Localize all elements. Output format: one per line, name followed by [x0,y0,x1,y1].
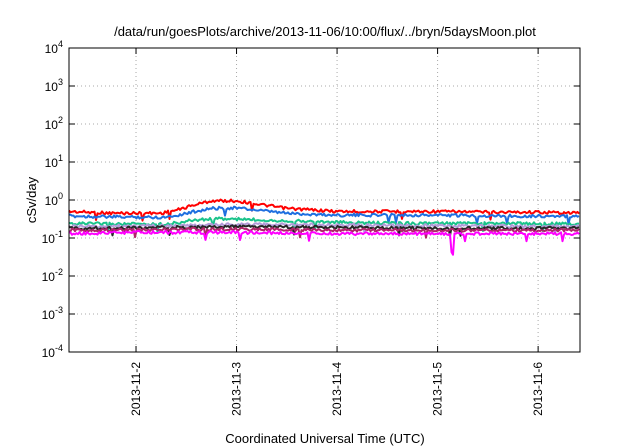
ticks [69,47,580,353]
y-tick-label: 104 [45,39,63,56]
y-tick-exponent: 1 [58,153,63,163]
grid [69,48,580,352]
series-line-5 [68,224,580,237]
series-line-4 [68,222,580,235]
y-tick-label: 101 [45,153,63,170]
y-tick-exponent: 4 [58,39,63,49]
y-tick-exponent: -2 [55,267,63,277]
x-tick-label: 2013-11-5 [431,362,445,416]
y-tick-exponent: -4 [55,343,63,353]
series-layer [68,198,581,265]
y-tick-exponent: 0 [58,191,63,201]
y-tick-label: 10-4 [42,343,63,360]
series-line-2 [68,205,580,226]
y-tick-exponent: 2 [58,115,63,125]
chart-title: /data/run/goesPlots/archive/2013-11-06/1… [114,24,536,39]
x-tick-label: 2013-11-4 [330,362,344,416]
y-tick-label: 10-2 [42,267,63,284]
x-axis-title: Coordinated Universal Time (UTC) [225,431,424,446]
y-axis-title: cSv/day [24,176,39,223]
x-tick-label: 2013-11-2 [129,362,143,416]
y-tick-exponent: -1 [55,229,63,239]
series-line-6 [68,226,580,239]
series-line-7 [69,229,580,256]
y-tick-exponent: 3 [58,77,63,87]
series-line-1 [68,198,580,222]
x-tick-label: 2013-11-6 [531,362,545,416]
y-tick-label: 10-1 [42,229,63,246]
y-tick-label: 102 [45,115,63,132]
y-tick-exponent: -3 [55,305,63,315]
y-tick-label: 100 [45,191,63,208]
x-tick-label: 2013-11-3 [230,362,244,416]
tick-labels: 10-410-310-210-11001011021031042013-11-2… [42,39,545,416]
y-tick-label: 10-3 [42,305,63,322]
series-line-3 [68,216,579,233]
y-tick-label: 103 [45,77,63,94]
